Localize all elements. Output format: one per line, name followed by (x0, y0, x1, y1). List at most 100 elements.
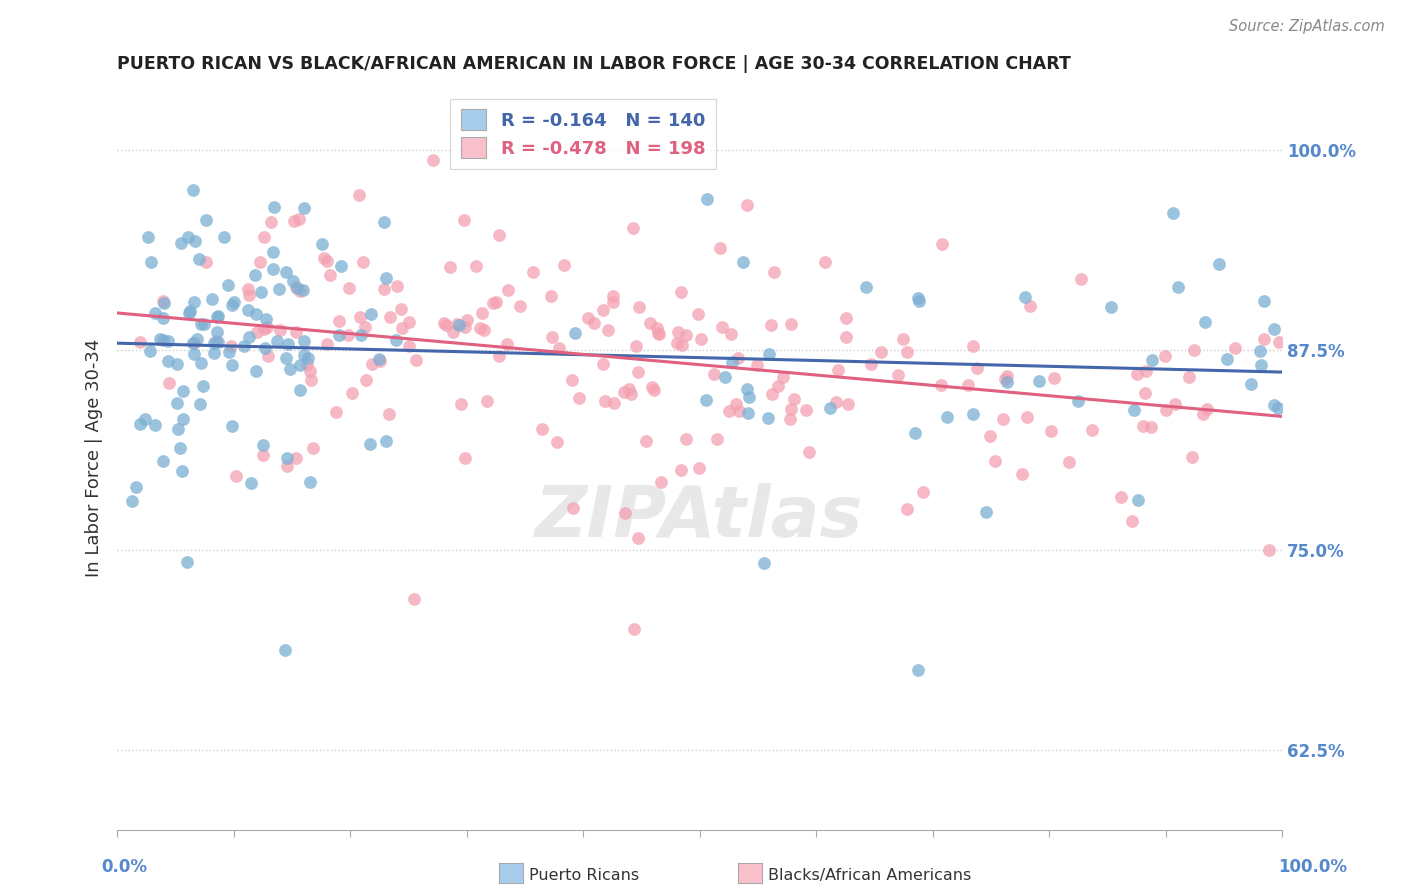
Point (720, 326, 742, 341)
Point (179, 304, 201, 318)
Point (711, 320, 734, 334)
Point (485, 294, 508, 309)
Point (194, 255, 217, 269)
Point (224, 294, 246, 309)
Point (217, 277, 239, 292)
Point (562, 500, 585, 515)
Point (184, 234, 207, 248)
Point (758, 347, 780, 361)
Point (153, 295, 176, 310)
Point (354, 373, 377, 387)
Point (183, 294, 205, 309)
Point (253, 341, 276, 355)
Point (277, 337, 299, 351)
Point (794, 402, 817, 417)
Point (962, 407, 984, 421)
Point (671, 337, 693, 351)
Point (779, 412, 801, 426)
Point (496, 336, 519, 351)
Point (669, 463, 692, 477)
Point (240, 476, 263, 491)
Point (1099, 300, 1122, 314)
Point (267, 282, 290, 296)
Point (896, 345, 918, 359)
Text: Blacks/African Americans: Blacks/African Americans (768, 869, 972, 883)
Point (316, 337, 339, 351)
Point (385, 279, 408, 293)
Point (648, 327, 671, 342)
Point (454, 450, 477, 465)
Point (287, 212, 309, 227)
Point (1135, 364, 1157, 378)
Point (931, 236, 953, 251)
Point (205, 310, 228, 325)
Point (276, 265, 298, 279)
Point (619, 382, 641, 396)
Point (169, 441, 191, 455)
Point (1161, 205, 1184, 219)
Point (540, 289, 562, 303)
Point (245, 364, 267, 378)
Point (912, 485, 935, 500)
Point (170, 464, 193, 478)
Point (129, 335, 152, 350)
Point (619, 386, 641, 401)
Point (837, 397, 859, 411)
Point (374, 434, 396, 448)
Point (190, 317, 212, 331)
Point (983, 454, 1005, 468)
Point (311, 236, 333, 251)
Point (149, 332, 172, 346)
Point (1154, 349, 1177, 363)
Point (666, 325, 689, 339)
Point (269, 323, 291, 337)
Point (799, 444, 821, 458)
Point (666, 335, 689, 350)
Point (688, 461, 710, 475)
Point (328, 314, 350, 328)
Text: Puerto Ricans: Puerto Ricans (529, 869, 638, 883)
Point (675, 327, 697, 342)
Point (731, 255, 754, 269)
Point (422, 153, 444, 167)
Point (181, 184, 204, 198)
Point (188, 397, 211, 411)
Point (288, 358, 311, 372)
Point (592, 303, 614, 318)
Point (488, 227, 510, 242)
Point (1028, 374, 1050, 388)
Point (818, 401, 841, 415)
Point (221, 298, 243, 312)
Point (602, 294, 624, 309)
Point (138, 343, 160, 358)
Point (568, 391, 591, 405)
Point (315, 254, 337, 268)
Point (439, 260, 461, 274)
Point (1195, 401, 1218, 416)
Point (1267, 401, 1289, 415)
Point (870, 345, 893, 359)
Point (727, 351, 749, 365)
Point (647, 326, 669, 341)
Point (181, 335, 204, 350)
Point (1249, 344, 1271, 359)
Point (956, 378, 979, 392)
Point (233, 338, 256, 352)
Point (188, 252, 211, 266)
Point (891, 331, 914, 345)
Point (602, 289, 624, 303)
Point (129, 417, 152, 431)
Point (281, 274, 304, 288)
Point (763, 265, 786, 279)
Point (1216, 351, 1239, 366)
Point (221, 418, 243, 433)
Point (274, 642, 297, 657)
Point (1194, 315, 1216, 329)
Point (546, 434, 568, 449)
Point (907, 294, 929, 309)
Point (1040, 425, 1063, 439)
Point (450, 397, 472, 411)
Point (121, 494, 143, 508)
Point (368, 351, 391, 366)
Point (627, 300, 650, 314)
